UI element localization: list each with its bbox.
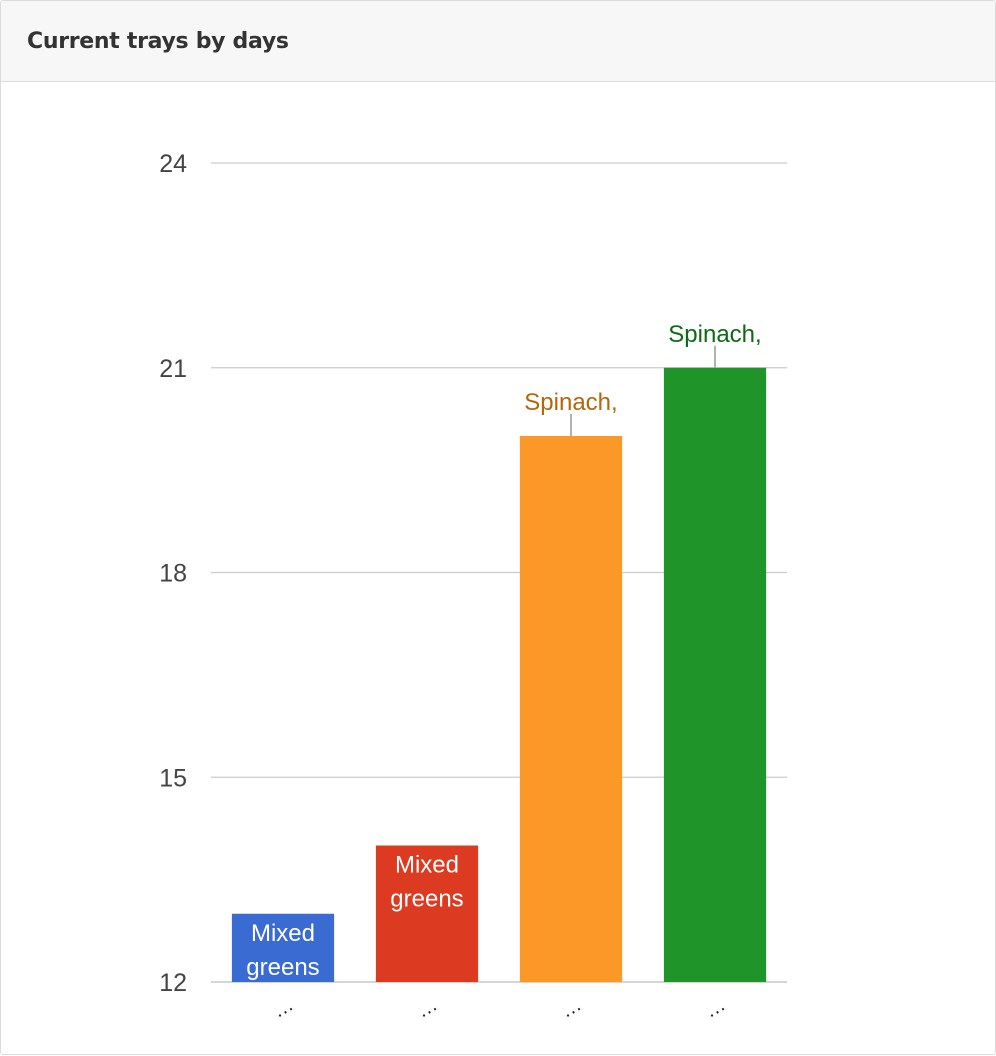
- x-tick-label: …: [413, 993, 441, 1022]
- bar[interactable]: [519, 436, 623, 982]
- bar-data-label: Mixed: [251, 920, 315, 947]
- panel-title: Current trays by days: [27, 28, 289, 54]
- y-tick-label: 18: [159, 560, 187, 588]
- bar-data-label: greens: [390, 886, 463, 913]
- x-tick-label: …: [701, 993, 729, 1022]
- bar-chart: 12 15 18 21 24 Mixed greens Mixed greens Spinach…: [159, 150, 787, 1023]
- x-axis-ticks: … … … …: [269, 993, 729, 1022]
- y-tick-label: 21: [159, 355, 187, 383]
- y-axis-ticks: 12 15 18 21 24: [159, 150, 187, 997]
- bar-data-label: Mixed: [395, 852, 459, 879]
- bar-data-label: greens: [246, 954, 319, 981]
- bar[interactable]: [231, 913, 335, 982]
- data-labels: Mixed greens Mixed greens Spinach, Spinach,: [246, 321, 761, 981]
- y-tick-label: 12: [159, 969, 187, 997]
- y-tick-label: 24: [159, 150, 187, 178]
- bars: [231, 367, 767, 983]
- bar-data-label: Spinach,: [668, 321, 761, 348]
- x-tick-label: …: [557, 993, 585, 1022]
- bar-data-label: Spinach,: [524, 389, 617, 416]
- y-tick-label: 15: [159, 764, 187, 792]
- chart-area: 12 15 18 21 24 Mixed greens Mixed greens Spinach…: [1, 83, 995, 1053]
- bar[interactable]: [375, 845, 479, 983]
- bar[interactable]: [663, 367, 767, 982]
- panel-header: Current trays by days: [1, 1, 995, 82]
- x-tick-label: …: [269, 993, 297, 1022]
